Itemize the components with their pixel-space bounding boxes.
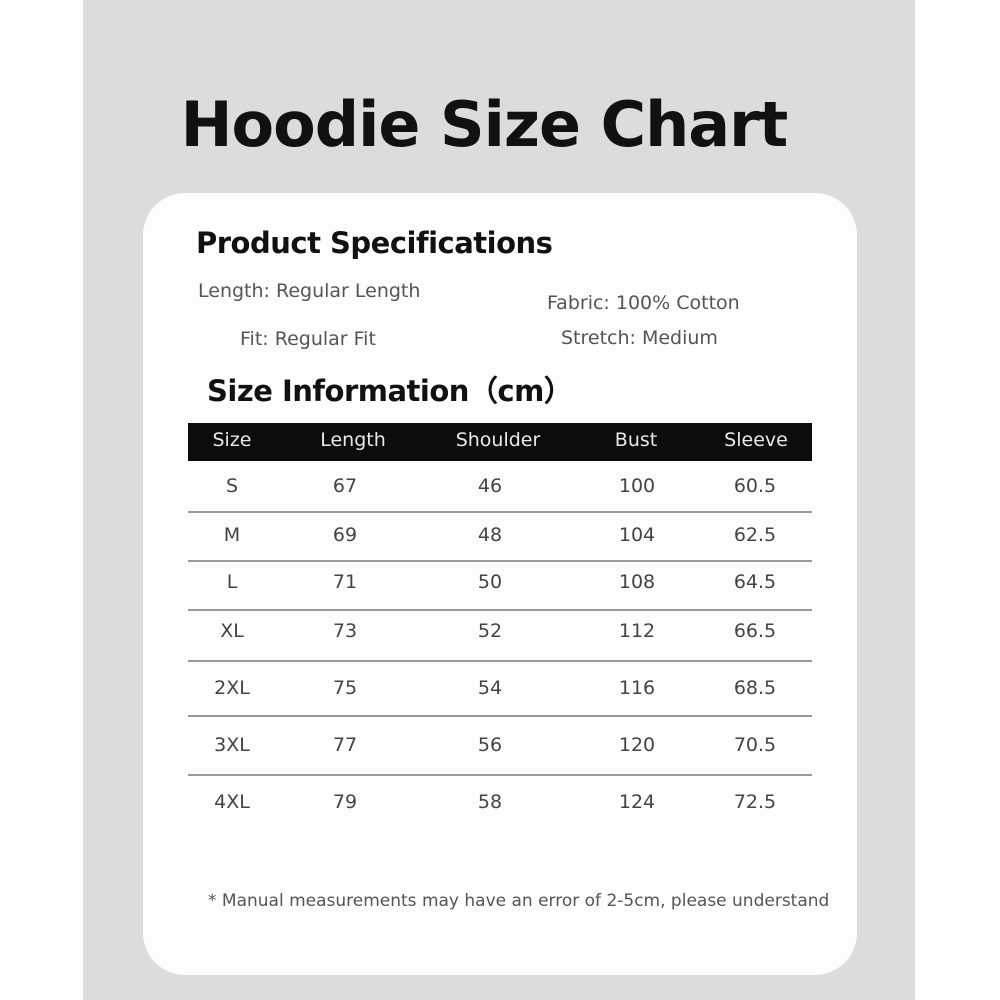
column-header-shoulder: Shoulder xyxy=(455,429,541,451)
cell-bust: 116 xyxy=(618,677,656,699)
cell-shoulder: 54 xyxy=(477,677,503,699)
spec-length: Length: Regular Length xyxy=(198,280,421,302)
cell-length: 77 xyxy=(332,734,358,756)
table-row: XL 73 52 112 66.5 xyxy=(188,620,812,642)
column-header-sleeve: Sleeve xyxy=(724,429,788,451)
cell-sleeve: 70.5 xyxy=(733,734,777,756)
cell-shoulder: 50 xyxy=(477,571,503,593)
spec-fit: Fit: Regular Fit xyxy=(240,328,376,350)
cell-size: 4XL xyxy=(214,791,250,813)
cell-shoulder: 46 xyxy=(477,475,503,497)
row-divider xyxy=(188,609,812,611)
cell-sleeve: 66.5 xyxy=(733,620,777,642)
cell-bust: 108 xyxy=(618,571,656,593)
cell-size: M xyxy=(223,524,241,546)
size-information-heading: Size Information（cm） xyxy=(207,374,573,408)
column-header-length: Length xyxy=(320,429,386,451)
table-row: 4XL 79 58 124 72.5 xyxy=(188,791,812,813)
cell-sleeve: 64.5 xyxy=(733,571,777,593)
cell-length: 73 xyxy=(332,620,358,642)
cell-length: 69 xyxy=(332,524,358,546)
cell-length: 67 xyxy=(332,475,358,497)
cell-bust: 104 xyxy=(618,524,656,546)
cell-sleeve: 60.5 xyxy=(733,475,777,497)
cell-shoulder: 48 xyxy=(477,524,503,546)
cell-sleeve: 72.5 xyxy=(733,791,777,813)
row-divider xyxy=(188,560,812,562)
cell-bust: 120 xyxy=(618,734,656,756)
table-header: Size Length Shoulder Bust Sleeve xyxy=(188,423,812,461)
column-header-bust: Bust xyxy=(614,429,658,451)
cell-length: 79 xyxy=(332,791,358,813)
cell-shoulder: 52 xyxy=(477,620,503,642)
row-divider xyxy=(188,715,812,717)
cell-sleeve: 62.5 xyxy=(733,524,777,546)
cell-bust: 124 xyxy=(618,791,656,813)
cell-length: 75 xyxy=(332,677,358,699)
cell-size: L xyxy=(226,571,238,593)
cell-size: XL xyxy=(220,620,244,642)
cell-shoulder: 56 xyxy=(477,734,503,756)
cell-shoulder: 58 xyxy=(477,791,503,813)
size-chart-card xyxy=(143,193,857,975)
table-row: S 67 46 100 60.5 xyxy=(188,475,812,497)
spec-stretch: Stretch: Medium xyxy=(561,327,718,349)
cell-sleeve: 68.5 xyxy=(733,677,777,699)
cell-bust: 112 xyxy=(618,620,656,642)
column-header-size: Size xyxy=(212,429,252,451)
table-row: 2XL 75 54 116 68.5 xyxy=(188,677,812,699)
cell-size: 2XL xyxy=(214,677,250,699)
table-row: L 71 50 108 64.5 xyxy=(188,571,812,593)
row-divider xyxy=(188,660,812,662)
cell-bust: 100 xyxy=(618,475,656,497)
spec-fabric: Fabric: 100% Cotton xyxy=(547,292,740,314)
table-row: M 69 48 104 62.5 xyxy=(188,524,812,546)
product-specifications-heading: Product Specifications xyxy=(196,226,553,260)
row-divider xyxy=(188,774,812,776)
page-title: Hoodie Size Chart xyxy=(180,88,789,161)
cell-size: 3XL xyxy=(214,734,250,756)
row-divider xyxy=(188,511,812,513)
cell-length: 71 xyxy=(332,571,358,593)
table-row: 3XL 77 56 120 70.5 xyxy=(188,734,812,756)
measurement-note: * Manual measurements may have an error … xyxy=(208,891,830,911)
cell-size: S xyxy=(225,475,239,497)
